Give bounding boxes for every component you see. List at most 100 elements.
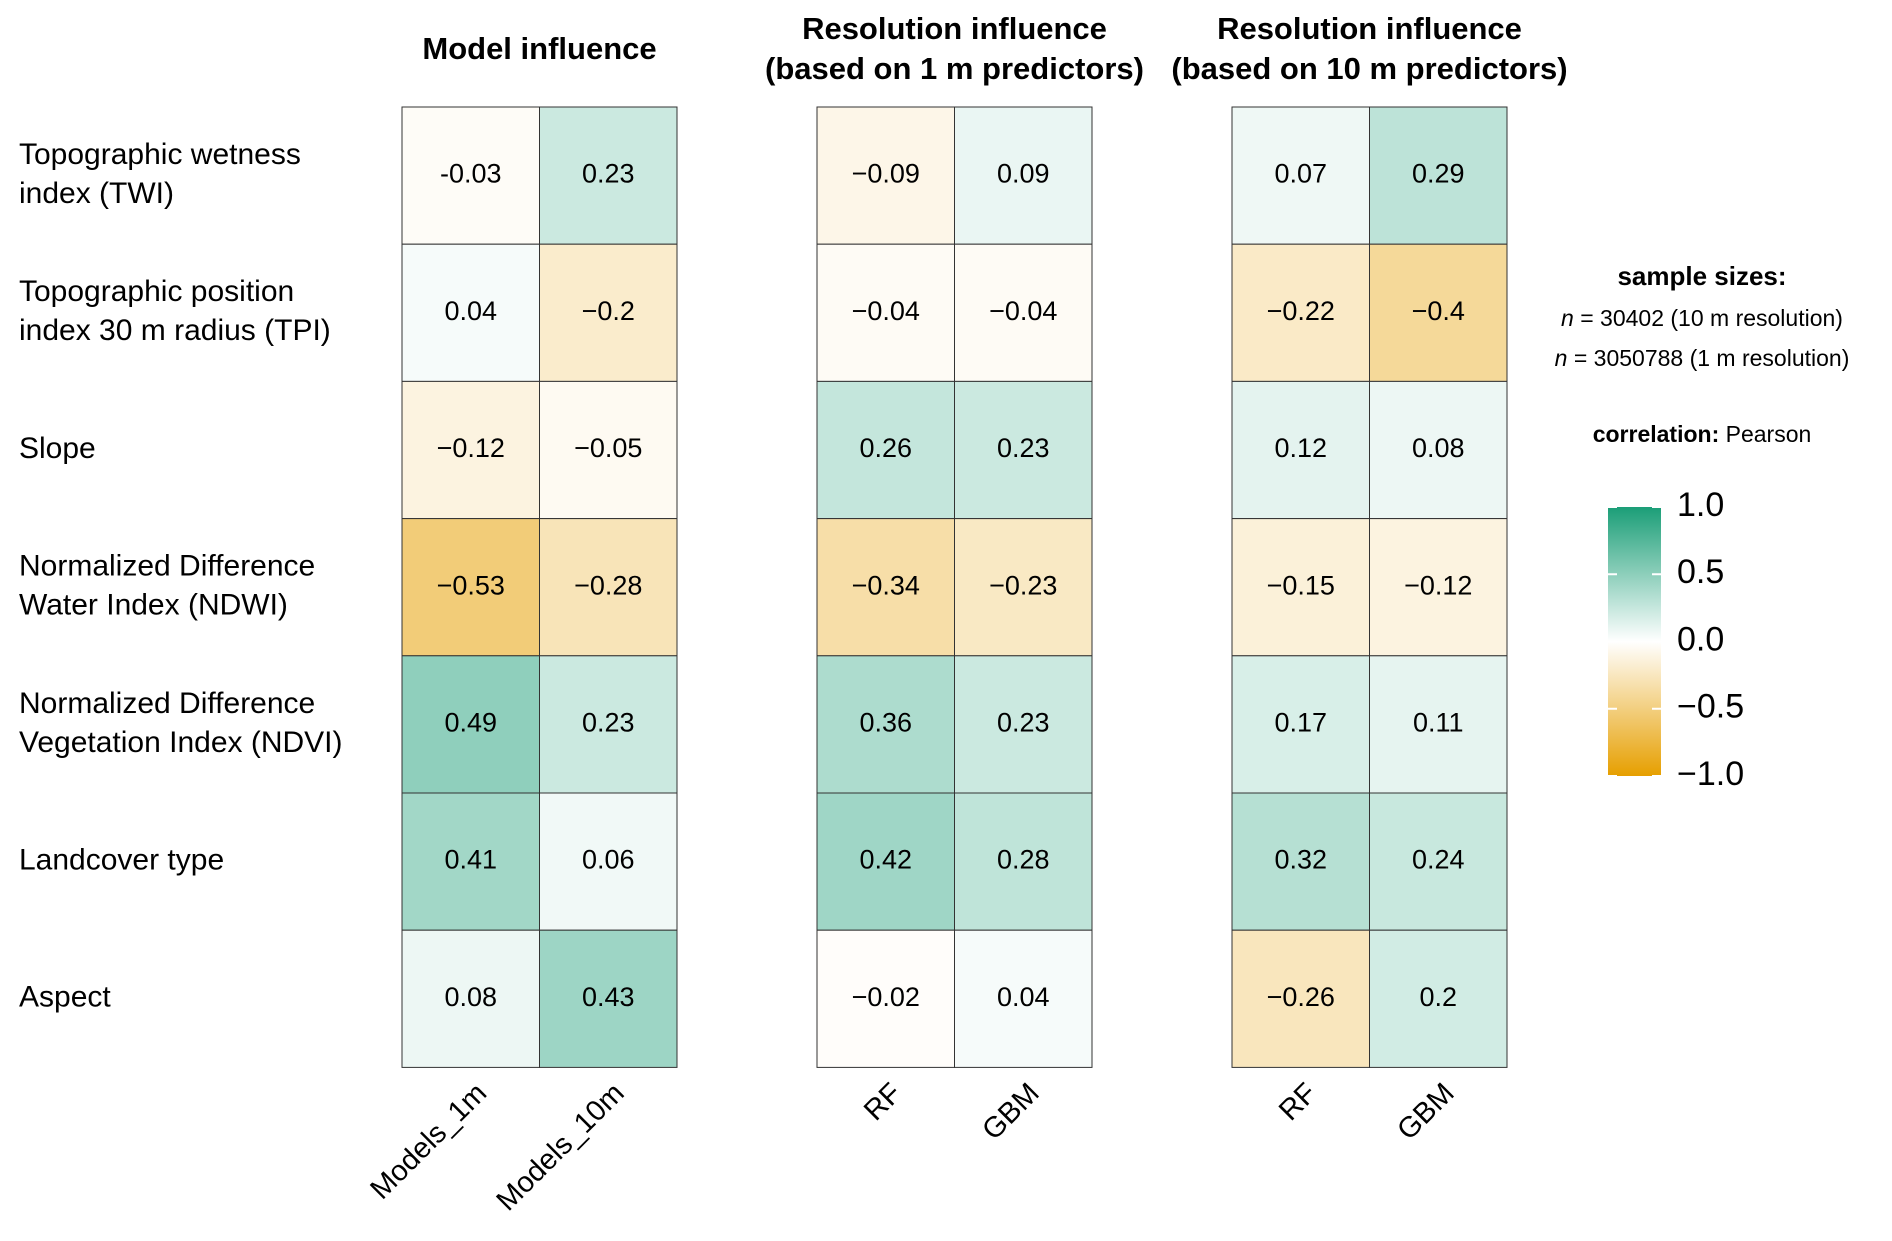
heat-cell bbox=[954, 518, 1093, 657]
x-tick-label: Models_1m bbox=[364, 1077, 493, 1206]
heat-cell bbox=[1369, 106, 1508, 245]
heat-cell bbox=[954, 380, 1093, 520]
row-label: Water Index (NDWI) bbox=[19, 589, 288, 622]
row-label: Slope bbox=[19, 432, 96, 465]
row-label: Normalized Difference bbox=[19, 550, 315, 583]
cell-label: −0.26 bbox=[1267, 982, 1335, 1012]
cell-label: 0.32 bbox=[1274, 845, 1327, 875]
correlation-label: correlation: bbox=[1593, 421, 1720, 447]
cell-label: −0.12 bbox=[1404, 570, 1472, 600]
cell-label: -0.03 bbox=[440, 159, 502, 189]
heat-cell bbox=[1369, 243, 1508, 382]
correlation-value: Pearson bbox=[1719, 421, 1811, 447]
cell-label: −0.4 bbox=[1412, 296, 1465, 326]
panel-title: (based on 10 m predictors) bbox=[1171, 51, 1567, 86]
correlation: correlation: Pearson bbox=[1593, 421, 1812, 447]
panel-title: Resolution influence bbox=[802, 11, 1107, 46]
heat-cell bbox=[816, 655, 955, 794]
x-tick-label: Models_10m bbox=[491, 1077, 631, 1217]
heat-cell bbox=[539, 655, 678, 794]
x-tick-label: GBM bbox=[1391, 1077, 1460, 1146]
row-label: Vegetation Index (NDVI) bbox=[19, 726, 343, 759]
cell-label: 0.28 bbox=[997, 845, 1050, 875]
cell-label: −0.53 bbox=[437, 570, 505, 600]
heat-cell bbox=[1231, 106, 1370, 245]
heat-cell bbox=[816, 929, 955, 1068]
x-tick-label: RF bbox=[1273, 1077, 1323, 1127]
heat-cell bbox=[401, 106, 540, 245]
cell-label: 0.04 bbox=[997, 982, 1050, 1012]
heat-cell bbox=[1231, 380, 1370, 520]
colorbar-label: 1.0 bbox=[1677, 486, 1724, 524]
cell-label: 0.23 bbox=[582, 159, 635, 189]
cell-label: 0.23 bbox=[582, 708, 635, 738]
heat-cell bbox=[954, 243, 1093, 382]
colorbar-label: 0.5 bbox=[1677, 553, 1724, 591]
heat-cell bbox=[954, 655, 1093, 794]
cell-label: 0.11 bbox=[1413, 708, 1464, 738]
cell-label: −0.09 bbox=[852, 159, 920, 189]
cell-label: 0.07 bbox=[1274, 159, 1327, 189]
heat-cell bbox=[401, 380, 540, 520]
heat-cell bbox=[539, 518, 678, 657]
cell-label: 0.49 bbox=[444, 708, 497, 738]
heat-cell bbox=[816, 792, 955, 931]
cell-label: −0.2 bbox=[582, 296, 635, 326]
heat-cell bbox=[1231, 929, 1370, 1068]
cell-label: 0.23 bbox=[997, 708, 1050, 738]
cell-label: 0.29 bbox=[1412, 159, 1465, 189]
x-tick-label: GBM bbox=[976, 1077, 1045, 1146]
heat-cell bbox=[816, 518, 955, 657]
cell-label: −0.05 bbox=[574, 433, 642, 463]
heat-cell bbox=[1369, 929, 1508, 1068]
x-tick-label: RF bbox=[858, 1077, 908, 1127]
heat-cell bbox=[401, 929, 540, 1068]
row-label: Aspect bbox=[19, 981, 111, 1014]
sample-text: = 30402 (10 m resolution) bbox=[1574, 305, 1843, 331]
heat-cell bbox=[401, 518, 540, 657]
heat-cell bbox=[954, 929, 1093, 1068]
colorbar-label: 0.0 bbox=[1677, 620, 1724, 658]
row-label: index (TWI) bbox=[19, 177, 174, 210]
cell-label: 0.06 bbox=[582, 845, 635, 875]
panel-title: Resolution influence bbox=[1217, 11, 1522, 46]
cell-label: 0.17 bbox=[1274, 708, 1327, 738]
cell-label: 0.42 bbox=[859, 845, 912, 875]
sample-text: = 3050788 (1 m resolution) bbox=[1567, 345, 1849, 371]
sample-size: n = 3050788 (1 m resolution) bbox=[1555, 345, 1850, 371]
sample-var: n bbox=[1555, 345, 1568, 371]
heat-cell bbox=[1369, 518, 1508, 657]
cell-label: 0.2 bbox=[1419, 982, 1457, 1012]
cell-label: −0.28 bbox=[574, 570, 642, 600]
cell-label: 0.43 bbox=[582, 982, 635, 1012]
sample-var: n bbox=[1561, 305, 1574, 331]
cell-label: −0.15 bbox=[1267, 570, 1335, 600]
heat-cell bbox=[1369, 380, 1508, 520]
cell-label: −0.04 bbox=[989, 296, 1057, 326]
cell-label: −0.12 bbox=[437, 433, 505, 463]
heat-cell bbox=[1231, 792, 1370, 931]
heat-cell bbox=[954, 792, 1093, 931]
cell-label: 0.26 bbox=[859, 433, 912, 463]
row-label: Topographic position bbox=[19, 275, 294, 308]
cell-label: 0.41 bbox=[444, 845, 497, 875]
heat-cell bbox=[539, 106, 678, 245]
heat-cell bbox=[539, 792, 678, 931]
cell-label: −0.22 bbox=[1267, 296, 1335, 326]
panel-title: (based on 1 m predictors) bbox=[765, 51, 1144, 86]
row-label: index 30 m radius (TPI) bbox=[19, 314, 331, 347]
heat-cell bbox=[1369, 655, 1508, 794]
heat-cell bbox=[816, 106, 955, 245]
cell-label: 0.04 bbox=[444, 296, 497, 326]
cell-label: 0.23 bbox=[997, 433, 1050, 463]
cell-label: −0.23 bbox=[989, 570, 1057, 600]
cell-label: −0.04 bbox=[852, 296, 920, 326]
heat-cell bbox=[816, 243, 955, 382]
row-label: Landcover type bbox=[19, 844, 224, 877]
cell-label: 0.09 bbox=[997, 159, 1050, 189]
heat-cell bbox=[401, 243, 540, 382]
heat-cell bbox=[401, 792, 540, 931]
heat-cell bbox=[954, 106, 1093, 245]
panel-title: Model influence bbox=[422, 31, 656, 66]
